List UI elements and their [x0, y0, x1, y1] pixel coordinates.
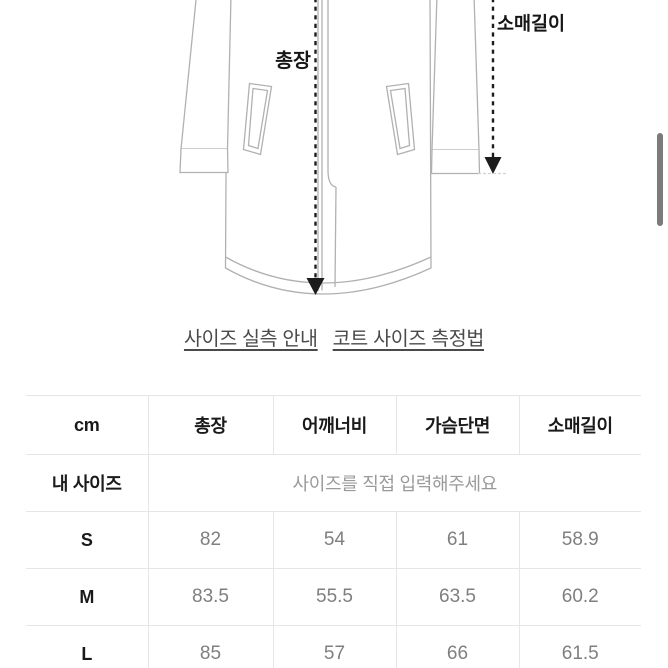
chest-value: 61 [396, 511, 520, 569]
coat-left-pocket [242, 82, 273, 156]
coat-right-pocket-inner [389, 87, 411, 150]
coat-right-cuff [430, 149, 481, 175]
coat-left-pocket-inner [247, 87, 269, 150]
coat-placket-right-upper [327, 0, 337, 188]
total-length-label: 총장 [275, 50, 311, 72]
table-row-size-l: L 85 57 66 61.5 [26, 625, 641, 668]
size-label-cell: L [26, 625, 149, 668]
sleeve-value: 58.9 [519, 511, 641, 569]
chest-value: 66 [396, 625, 520, 668]
size-table: cm 총장 어깨너비 가슴단면 소매길이 내 사이즈 사이즈를 직접 입력해주세… [26, 395, 641, 668]
shoulder-value: 54 [273, 511, 397, 569]
table-row-size-s: S 82 54 61 58.9 [26, 511, 641, 569]
chest-value: 63.5 [396, 568, 520, 626]
size-label-cell: M [26, 568, 149, 626]
size-measure-guide-link[interactable]: 사이즈 실측 안내 [183, 328, 318, 350]
size-table-header-row: cm 총장 어깨너비 가슴단면 소매길이 [26, 395, 641, 455]
my-size-row: 내 사이즈 사이즈를 직접 입력해주세요 [26, 454, 641, 512]
sleeve-length-label: 소매길이 [497, 13, 565, 34]
coat-left-sleeve [180, 0, 232, 150]
size-label-cell: S [26, 511, 149, 569]
total-length-value: 83.5 [148, 568, 274, 626]
coat-hem-band [225, 256, 432, 284]
coat-measure-method-link[interactable]: 코트 사이즈 측정법 [332, 328, 485, 350]
unit-header-cell: cm [26, 395, 149, 455]
coat-measurement-diagram: 총장 소매길이 [179, 0, 565, 295]
total-length-value: 82 [148, 511, 274, 569]
shoulder-value: 55.5 [273, 568, 397, 626]
sleeve-length-arrow-icon [478, 0, 507, 175]
sleeve-value: 61.5 [519, 625, 641, 668]
total-length-value: 85 [148, 625, 274, 668]
shoulder-value: 57 [273, 625, 397, 668]
my-size-label-cell: 내 사이즈 [26, 454, 149, 512]
table-row-size-m: M 83.5 55.5 63.5 60.2 [26, 568, 641, 626]
my-size-input-cell[interactable]: 사이즈를 직접 입력해주세요 [148, 454, 641, 512]
total-length-arrow-icon [306, 0, 325, 295]
coat-left-cuff [179, 148, 229, 174]
coat-right-sleeve [431, 0, 480, 151]
column-header-sleeve: 소매길이 [519, 395, 641, 455]
sleeve-value: 60.2 [519, 568, 641, 626]
coat-outline [179, 0, 481, 295]
coat-right-pocket [385, 82, 416, 156]
column-header-shoulder: 어깨너비 [273, 395, 397, 455]
column-header-total-length: 총장 [148, 395, 274, 455]
column-header-chest: 가슴단면 [396, 395, 520, 455]
coat-placket-right-lower [334, 186, 337, 288]
guide-links-row: 사이즈 실측 안내 코트 사이즈 측정법 [0, 327, 668, 351]
scrollbar-thumb[interactable] [657, 133, 663, 226]
